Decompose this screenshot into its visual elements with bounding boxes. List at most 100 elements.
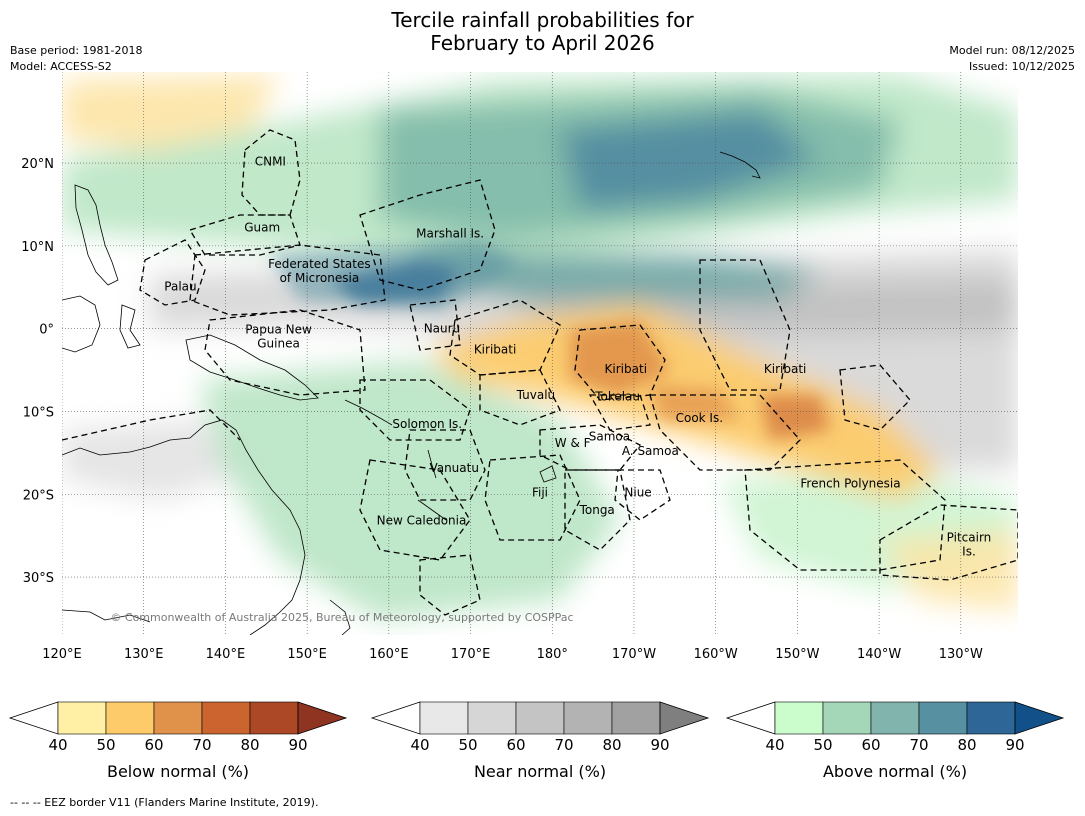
lon-tick-label: 140°E bbox=[206, 647, 246, 662]
lat-tick-label: 20°S bbox=[23, 488, 54, 503]
colorbar-segment bbox=[966, 701, 1016, 735]
colorbar-0: 40 50 60 70 80 90 bbox=[8, 701, 348, 754]
colorbar-tick-label: 50 bbox=[458, 736, 477, 754]
philippines-coast bbox=[74, 184, 119, 286]
issued-date: Issued: 10/12/2025 bbox=[968, 60, 1075, 73]
graticule bbox=[62, 72, 1018, 635]
probability-shading bbox=[62, 75, 1018, 620]
colorbar-tick-label: 90 bbox=[1005, 736, 1024, 754]
region-label: Nauru bbox=[424, 322, 460, 336]
colorbar-tick-label: 50 bbox=[96, 736, 115, 754]
region-label: Cook Is. bbox=[676, 411, 723, 425]
fiji-islands bbox=[539, 465, 557, 483]
region-label: Is. bbox=[962, 544, 976, 558]
lon-tick-label: 140°W bbox=[857, 647, 901, 662]
lat-tick-label: 30°S bbox=[23, 571, 54, 586]
above-normal-micronesia-mid bbox=[270, 240, 520, 310]
lon-tick-label: 130°E bbox=[124, 647, 164, 662]
eez-niue bbox=[614, 469, 671, 521]
colorbar-segment bbox=[419, 701, 469, 735]
lat-tick-label: 20°N bbox=[21, 157, 54, 172]
colorbar-tick-label: 70 bbox=[554, 736, 573, 754]
region-label: New Caledonia bbox=[377, 514, 467, 528]
lon-tick-label: 180° bbox=[537, 647, 568, 662]
region-label: Marshall Is. bbox=[416, 226, 484, 240]
colorbar-segment bbox=[870, 701, 920, 735]
colorbar-tick-label: 80 bbox=[240, 736, 259, 754]
region-label: Fiji bbox=[532, 486, 548, 500]
eez-vanuatu bbox=[404, 429, 486, 501]
colorbar-tick-label: 40 bbox=[410, 736, 429, 754]
eez-wf-samoa bbox=[539, 424, 642, 471]
colorbar-tick-label: 50 bbox=[813, 736, 832, 754]
model-name: Model: ACCESS-S2 bbox=[10, 60, 112, 73]
eez-tonga bbox=[564, 469, 631, 551]
region-label: Vanuatu bbox=[429, 461, 479, 475]
colorbar-1: 40 50 60 70 80 90 bbox=[370, 701, 710, 754]
lat-tick-label: 10°N bbox=[21, 240, 54, 255]
eez-south-circle-1 bbox=[419, 554, 481, 616]
above-normal-band-east bbox=[420, 250, 820, 300]
eez-kiribati-east bbox=[699, 259, 791, 391]
lon-tick-label: 150°E bbox=[287, 647, 327, 662]
lon-tick-label: 150°W bbox=[775, 647, 819, 662]
lon-tick-label: 130°W bbox=[939, 647, 983, 662]
colorbar-extend-high bbox=[297, 701, 348, 735]
colorbar-segment bbox=[611, 701, 661, 735]
region-label: Palau bbox=[164, 279, 196, 293]
eez-marshall bbox=[359, 179, 496, 291]
colorbar-segment bbox=[515, 701, 565, 735]
colorbar-label-above-normal: Above normal (%) bbox=[822, 762, 968, 781]
lon-tick-label: 120°E bbox=[42, 647, 82, 662]
model-run: Model run: 08/12/2025 bbox=[949, 44, 1075, 57]
colorbar-tick-label: 70 bbox=[909, 736, 928, 754]
australia-south-coast bbox=[62, 609, 151, 623]
colorbar-extend-low bbox=[370, 701, 421, 735]
solomon-islands bbox=[344, 399, 393, 426]
colorbar-extend-high bbox=[659, 701, 710, 735]
eez-tokelau bbox=[588, 394, 651, 431]
below-normal-south-east bbox=[880, 530, 1018, 610]
colorbar-segment bbox=[467, 701, 517, 735]
below-normal-core-1 bbox=[570, 320, 670, 395]
borneo-coast bbox=[62, 295, 101, 353]
colorbar-segment bbox=[563, 701, 613, 735]
colorbar-segment bbox=[201, 701, 251, 735]
region-label: CNMI bbox=[255, 154, 286, 168]
colorbar-label-below-normal: Below normal (%) bbox=[106, 762, 250, 781]
colorbar-tick-label: 40 bbox=[48, 736, 67, 754]
colorbar-extend-high bbox=[1014, 701, 1065, 735]
eez-tuvalu bbox=[479, 369, 561, 426]
lon-tick-label: 170°E bbox=[451, 647, 491, 662]
above-normal-north-dark bbox=[560, 110, 820, 210]
colorbar-segment bbox=[105, 701, 155, 735]
eez-png bbox=[204, 309, 366, 396]
region-label: Guam bbox=[244, 221, 280, 235]
colorbars: 40 50 60 70 80 90 40 50 60 70 80 90 40 50 60 70 80 90 bbox=[8, 701, 1065, 754]
eez-footnote: -- -- -- EEZ border V11 (Flanders Marine… bbox=[10, 796, 319, 809]
eez-west bbox=[62, 409, 241, 441]
colorbar-segment bbox=[774, 701, 824, 735]
eez-nauru bbox=[409, 299, 461, 351]
region-label: W & F bbox=[555, 436, 591, 450]
region-label: Tuvalu bbox=[516, 388, 556, 402]
coastlines bbox=[62, 151, 761, 635]
colorbar-tick-label: 90 bbox=[650, 736, 669, 754]
lat-tick-label: 10°S bbox=[23, 405, 54, 420]
australia-coast bbox=[62, 419, 306, 635]
eez-cook bbox=[649, 394, 801, 471]
region-label: Kiribati bbox=[605, 362, 647, 376]
colorbar-label-near-normal: Near normal (%) bbox=[473, 762, 607, 781]
region-label: Samoa bbox=[589, 429, 630, 443]
region-label: Tonga bbox=[579, 503, 615, 517]
lon-tick-label: 170°W bbox=[612, 647, 656, 662]
colorbar-segment bbox=[153, 701, 203, 735]
colorbar-extend-low bbox=[725, 701, 776, 735]
near-normal-west bbox=[62, 420, 260, 500]
eez-palau bbox=[139, 239, 206, 306]
region-label: of Micronesia bbox=[280, 271, 360, 285]
colorbar-tick-label: 70 bbox=[192, 736, 211, 754]
region-label: Federated States bbox=[268, 257, 370, 271]
